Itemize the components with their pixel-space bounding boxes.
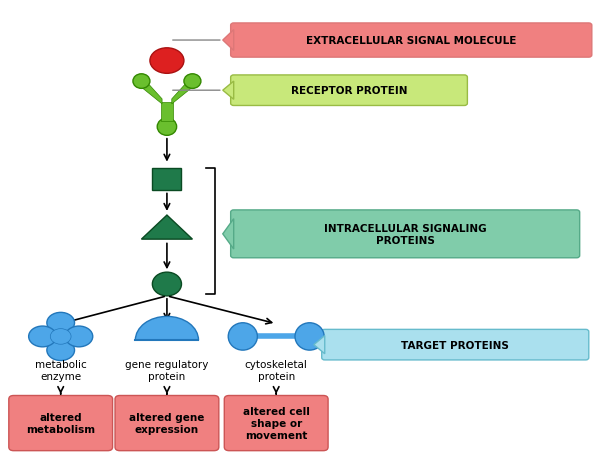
FancyBboxPatch shape — [9, 395, 113, 450]
Polygon shape — [314, 336, 325, 354]
Ellipse shape — [50, 329, 71, 344]
Text: cytoskeletal
protein: cytoskeletal protein — [245, 359, 308, 381]
Ellipse shape — [152, 273, 181, 296]
Polygon shape — [223, 30, 234, 51]
Ellipse shape — [65, 326, 93, 347]
Ellipse shape — [47, 313, 75, 334]
Text: EXTRACELLULAR SIGNAL MOLECULE: EXTRACELLULAR SIGNAL MOLECULE — [306, 36, 517, 46]
FancyBboxPatch shape — [161, 102, 173, 121]
Polygon shape — [138, 80, 162, 105]
Polygon shape — [172, 80, 196, 105]
Ellipse shape — [184, 75, 201, 89]
Text: altered
metabolism: altered metabolism — [26, 412, 95, 434]
FancyBboxPatch shape — [231, 76, 467, 106]
Ellipse shape — [133, 75, 150, 89]
Text: INTRACELLULAR SIGNALING
PROTEINS: INTRACELLULAR SIGNALING PROTEINS — [324, 223, 486, 245]
Text: altered gene
expression: altered gene expression — [129, 412, 205, 434]
Text: metabolic
enzyme: metabolic enzyme — [35, 359, 87, 381]
FancyBboxPatch shape — [115, 395, 219, 450]
Wedge shape — [135, 317, 198, 340]
FancyBboxPatch shape — [152, 169, 181, 191]
Ellipse shape — [29, 326, 56, 347]
Ellipse shape — [228, 323, 257, 350]
Text: TARGET PROTEINS: TARGET PROTEINS — [401, 340, 509, 350]
FancyBboxPatch shape — [231, 24, 592, 58]
Polygon shape — [141, 216, 192, 240]
FancyBboxPatch shape — [225, 395, 328, 450]
Ellipse shape — [47, 340, 75, 361]
Circle shape — [150, 49, 184, 74]
Ellipse shape — [295, 323, 324, 350]
Ellipse shape — [157, 119, 177, 136]
Text: RECEPTOR PROTEIN: RECEPTOR PROTEIN — [291, 86, 407, 96]
Polygon shape — [223, 219, 234, 249]
Text: gene regulatory
protein: gene regulatory protein — [125, 359, 209, 381]
FancyBboxPatch shape — [322, 329, 589, 360]
FancyBboxPatch shape — [231, 210, 580, 258]
Polygon shape — [223, 82, 234, 100]
Text: altered cell
shape or
movement: altered cell shape or movement — [243, 407, 310, 440]
